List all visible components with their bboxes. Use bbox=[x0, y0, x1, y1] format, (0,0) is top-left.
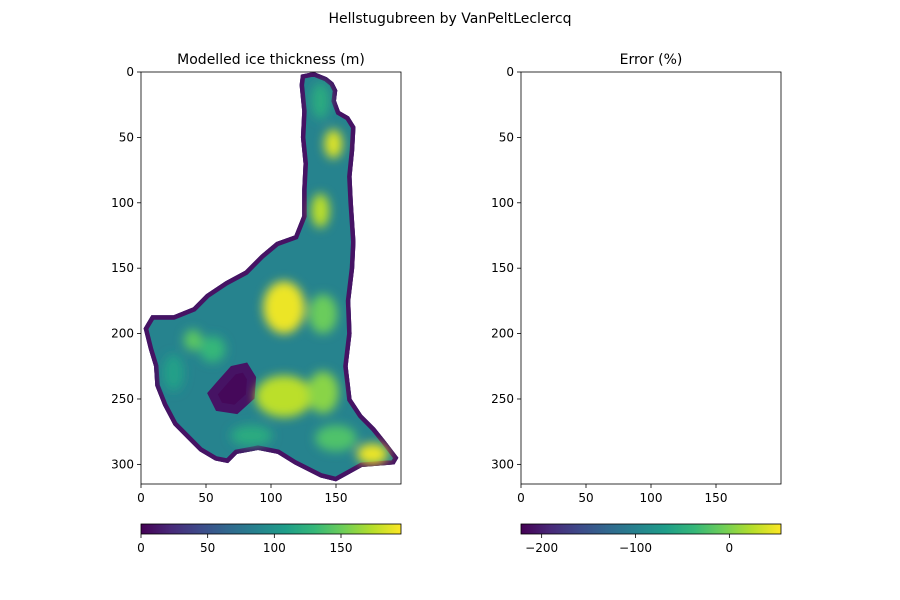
y-tick-label: 200 bbox=[491, 327, 514, 341]
y-tick-label: 50 bbox=[119, 130, 134, 144]
colorbar bbox=[140, 523, 402, 535]
y-tick-label: 250 bbox=[111, 392, 134, 406]
colorbar-tick-label: 0 bbox=[726, 541, 734, 555]
heatmap-cell bbox=[163, 354, 184, 392]
y-tick-label: 100 bbox=[491, 196, 514, 210]
heatmap-cell bbox=[324, 129, 343, 159]
x-tick-label: 0 bbox=[137, 491, 145, 505]
heatmap-cell bbox=[183, 329, 203, 351]
heatmap-cell bbox=[307, 371, 339, 414]
colorbar-tick-label: 100 bbox=[263, 541, 286, 555]
y-tick-label: 50 bbox=[499, 130, 514, 144]
thickness-panel-title: Modelled ice thickness (m) bbox=[177, 52, 365, 68]
colorbar-tick-label: 50 bbox=[200, 541, 215, 555]
colorbar-tick-label: 0 bbox=[137, 541, 145, 555]
colorbar-tick-label: −100 bbox=[619, 541, 652, 555]
y-tick-label: 250 bbox=[491, 392, 514, 406]
x-tick-label: 50 bbox=[578, 491, 593, 505]
thickness-heatmap bbox=[143, 72, 399, 482]
y-tick-label: 150 bbox=[111, 261, 134, 275]
y-tick-label: 150 bbox=[491, 261, 514, 275]
heatmap-cell bbox=[255, 375, 313, 418]
x-tick-label: 100 bbox=[640, 491, 663, 505]
heatmap-cell bbox=[230, 425, 273, 447]
heatmap-cell bbox=[315, 425, 357, 452]
axes-frame bbox=[520, 71, 782, 485]
y-tick-label: 0 bbox=[126, 65, 134, 79]
colorbar bbox=[520, 523, 782, 535]
thickness-panel: Modelled ice thickness (m) 0 50 100 150 0 50 1… bbox=[111, 52, 402, 555]
heatmap-cell bbox=[199, 336, 226, 363]
heatmap-cell bbox=[263, 281, 305, 334]
heatmap-cell bbox=[311, 82, 330, 120]
y-tick-label: 200 bbox=[111, 327, 134, 341]
error-panel: Error (%) 0 50 100 150 0 50 100 150 200 250 300 −20… bbox=[491, 52, 782, 555]
colorbar-tick-label: −200 bbox=[525, 541, 558, 555]
x-tick-label: 150 bbox=[325, 491, 348, 505]
error-panel-title: Error (%) bbox=[620, 52, 683, 68]
x-tick-label: 150 bbox=[705, 491, 728, 505]
x-tick-label: 50 bbox=[198, 491, 213, 505]
figure-title: Hellstugubreen by VanPeltLeclercq bbox=[328, 11, 571, 27]
y-tick-label: 300 bbox=[111, 457, 134, 471]
heatmap-cell bbox=[356, 443, 388, 465]
heatmap-cell bbox=[311, 193, 330, 228]
heatmap-cell bbox=[308, 294, 338, 334]
colorbar-tick-label: 150 bbox=[330, 541, 353, 555]
x-tick-label: 100 bbox=[260, 491, 283, 505]
y-tick-label: 300 bbox=[491, 457, 514, 471]
heatmap-body bbox=[143, 72, 399, 482]
x-tick-label: 0 bbox=[517, 491, 525, 505]
y-tick-label: 100 bbox=[111, 196, 134, 210]
y-tick-label: 0 bbox=[506, 65, 514, 79]
